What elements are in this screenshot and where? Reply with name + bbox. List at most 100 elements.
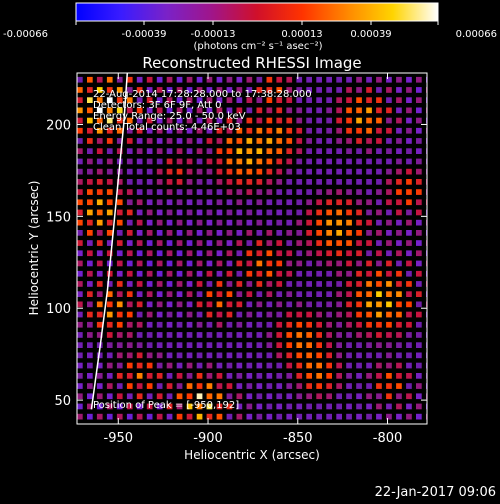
heatmap-cell	[326, 250, 332, 257]
heatmap-cell	[356, 148, 362, 154]
heatmap-cell	[286, 127, 293, 134]
heatmap-cell	[77, 342, 83, 348]
heatmap-cell	[116, 148, 123, 154]
heatmap-cell	[306, 209, 312, 216]
heatmap-cell	[87, 373, 93, 379]
heatmap-cell	[416, 87, 422, 93]
heatmap-cell	[376, 362, 382, 369]
heatmap-cell	[116, 403, 123, 410]
heatmap-cell	[386, 219, 392, 226]
heatmap-cell	[376, 107, 382, 114]
heatmap-cell	[396, 230, 402, 236]
heatmap-cell	[266, 281, 273, 287]
heatmap-cell	[87, 291, 93, 297]
heatmap-cell	[256, 301, 263, 308]
heatmap-cell	[396, 342, 402, 348]
heatmap-cell	[256, 117, 263, 124]
heatmap-cell	[276, 301, 283, 308]
heatmap-cell	[226, 250, 233, 257]
heatmap-cell	[276, 168, 283, 175]
heatmap-cell	[386, 87, 392, 93]
heatmap-cell	[316, 127, 322, 134]
heatmap-cell	[236, 230, 243, 236]
heatmap-cell	[156, 179, 163, 185]
heatmap-cell	[286, 383, 293, 389]
heatmap-cell	[266, 301, 273, 308]
heatmap-cell	[106, 219, 113, 226]
heatmap-cell	[176, 291, 183, 297]
heatmap-cell	[216, 97, 223, 103]
heatmap-cell	[196, 332, 203, 338]
heatmap-cell	[356, 270, 362, 277]
heatmap-cell	[326, 321, 332, 328]
heatmap-cell	[286, 362, 293, 369]
heatmap-cell	[266, 189, 273, 195]
heatmap-cell	[126, 413, 133, 420]
heatmap-cell	[386, 67, 392, 73]
heatmap-cell	[346, 158, 352, 165]
heatmap-cell	[276, 158, 283, 165]
heatmap-cell	[246, 352, 253, 359]
heatmap-cell	[96, 403, 103, 410]
heatmap-cell	[306, 138, 312, 144]
heatmap-cell	[116, 250, 123, 257]
heatmap-cell	[136, 138, 143, 144]
heatmap-cell	[366, 250, 372, 257]
heatmap-cell	[176, 250, 183, 257]
heatmap-cell	[106, 413, 113, 420]
heatmap-cell	[206, 270, 213, 277]
heatmap-cell	[136, 230, 143, 236]
heatmap-cell	[296, 250, 303, 257]
heatmap-cell	[116, 240, 123, 246]
heatmap-cell	[226, 403, 233, 410]
heatmap-cell	[326, 87, 332, 93]
heatmap-cell	[136, 199, 143, 206]
heatmap-cell	[276, 332, 283, 338]
heatmap-cell	[256, 321, 263, 328]
heatmap-cell	[216, 117, 223, 124]
heatmap-cell	[226, 76, 233, 83]
heatmap-cell	[336, 168, 342, 175]
heatmap-cell	[396, 393, 402, 400]
heatmap-cell	[366, 127, 372, 134]
heatmap-cell	[186, 189, 193, 195]
heatmap-cell	[266, 352, 273, 359]
heatmap-cell	[106, 148, 113, 154]
heatmap-cell	[166, 362, 173, 369]
heatmap-cell	[406, 107, 412, 114]
heatmap-cell	[236, 311, 243, 318]
heatmap-cell	[236, 148, 243, 154]
heatmap-cell	[136, 291, 143, 297]
heatmap-cell	[396, 281, 402, 287]
heatmap-cell	[256, 199, 263, 206]
heatmap-cell	[316, 250, 322, 257]
heatmap-cell	[396, 87, 402, 93]
heatmap-cell	[286, 270, 293, 277]
heatmap-cell	[306, 301, 312, 308]
heatmap-cell	[266, 403, 273, 410]
heatmap-cell	[216, 240, 223, 246]
heatmap-cell	[296, 168, 303, 175]
heatmap-cell	[376, 209, 382, 216]
heatmap-cell	[87, 362, 93, 369]
heatmap-cell	[166, 311, 173, 318]
heatmap-cell	[386, 270, 392, 277]
heatmap-cell	[126, 219, 133, 226]
heatmap-cell	[126, 270, 133, 277]
heatmap-cell	[236, 76, 243, 83]
heatmap-cell	[176, 321, 183, 328]
heatmap-cell	[346, 281, 352, 287]
heatmap-cell	[416, 127, 422, 134]
heatmap-cell	[286, 240, 293, 246]
heatmap-cell	[326, 393, 332, 400]
heatmap-cell	[266, 107, 273, 114]
heatmap-cell	[336, 342, 342, 348]
heatmap-cell	[346, 117, 352, 124]
heatmap-cell	[126, 373, 133, 379]
heatmap-cell	[146, 281, 153, 287]
heatmap-cell	[236, 270, 243, 277]
heatmap-cell	[346, 413, 352, 420]
heatmap-cell	[366, 168, 372, 175]
heatmap-cell	[296, 97, 303, 103]
heatmap-cell	[326, 230, 332, 236]
